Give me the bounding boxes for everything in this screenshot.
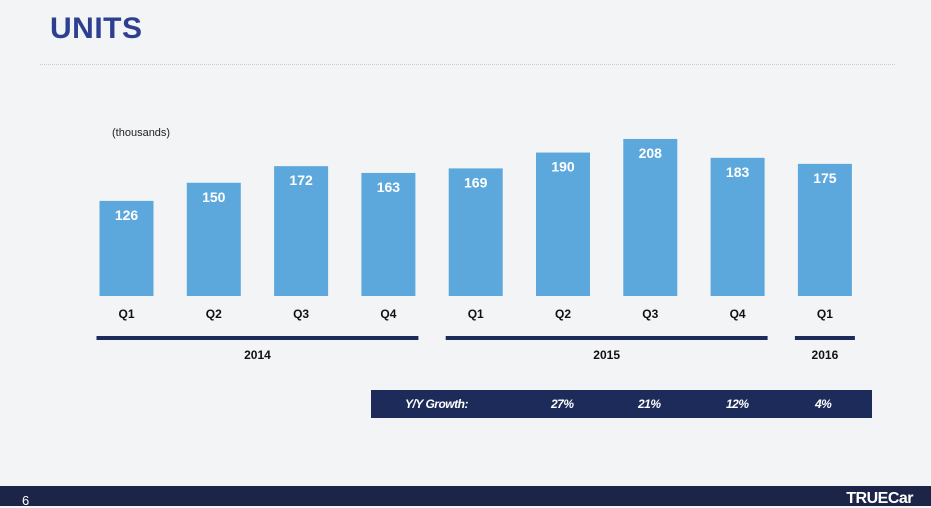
- bar-value-label: 190: [551, 159, 575, 175]
- bar-value-label: 175: [813, 170, 837, 186]
- year-label: 2014: [244, 348, 271, 362]
- bar: [448, 168, 503, 296]
- bar: [536, 152, 590, 296]
- title-divider: [40, 64, 895, 65]
- x-tick-label: Q3: [642, 307, 658, 321]
- units-bar-chart: 126 Q1 150 Q2 172 Q3 163 Q4 169 Q1 190 Q2 208 Q3 183 Q4…: [96, 138, 855, 362]
- x-tick-label: Q2: [555, 307, 571, 321]
- year-bracket: [445, 336, 768, 340]
- bar: [99, 200, 154, 296]
- bar: [361, 172, 416, 296]
- year-label: 2016: [812, 348, 839, 362]
- x-tick-label: Q1: [468, 307, 484, 321]
- x-tick-label: Q1: [817, 307, 833, 321]
- bar-value-label: 172: [289, 172, 313, 188]
- bar-value-label: 183: [726, 164, 750, 180]
- bar-value-label: 126: [115, 207, 139, 223]
- bar-value-label: 169: [464, 174, 488, 190]
- x-tick-label: Q4: [380, 307, 396, 321]
- bar: [797, 163, 852, 296]
- footer-bar: 6 TRUECar: [0, 486, 931, 508]
- bar: [623, 138, 678, 296]
- yoy-growth-value: 4%: [815, 397, 832, 411]
- x-tick-label: Q2: [206, 307, 222, 321]
- bar-value-label: 150: [202, 189, 226, 205]
- yoy-growth-value: 21%: [638, 397, 661, 411]
- year-bracket: [794, 336, 855, 340]
- year-bracket: [96, 336, 419, 340]
- page-title: UNITS: [50, 12, 143, 45]
- bar: [710, 157, 765, 296]
- x-tick-label: Q4: [730, 307, 746, 321]
- yoy-growth-value: 27%: [551, 397, 574, 411]
- yoy-growth-bar: Y/Y Growth: 27% 21% 12% 4%: [371, 390, 872, 418]
- yoy-growth-label: Y/Y Growth:: [405, 397, 468, 411]
- bar: [274, 166, 329, 296]
- bar-value-label: 163: [377, 179, 401, 195]
- year-label: 2015: [593, 348, 620, 362]
- bar-value-label: 208: [639, 145, 663, 161]
- bar: [186, 182, 241, 296]
- truecar-logo: TRUECar: [846, 490, 913, 507]
- page-number: 6: [22, 493, 30, 508]
- yoy-growth-value: 12%: [726, 397, 749, 411]
- x-tick-label: Q3: [293, 307, 309, 321]
- unit-label: (thousands): [112, 127, 171, 139]
- x-tick-label: Q1: [118, 307, 134, 321]
